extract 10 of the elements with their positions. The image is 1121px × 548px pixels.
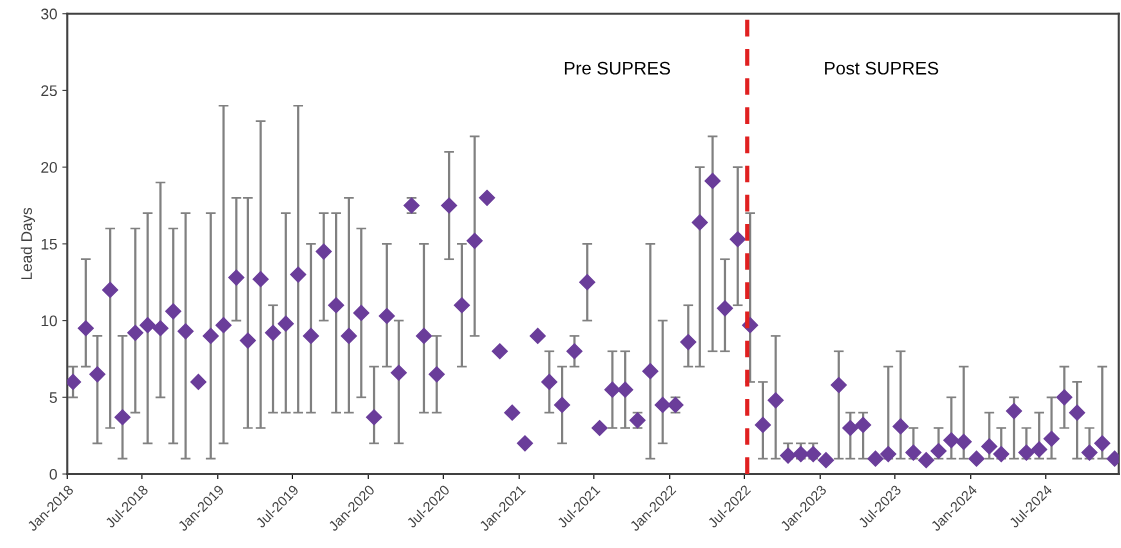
y-tick-label: 15 — [41, 238, 57, 250]
y-tick-label: 25 — [41, 85, 57, 97]
y-tick-label: 5 — [49, 392, 57, 403]
y-axis-title: Lead Days — [20, 207, 35, 280]
annotation: Post SUPRES — [825, 61, 939, 75]
annotation: Pre SUPRES — [564, 61, 671, 75]
y-tick-label: 0 — [49, 468, 57, 480]
y-tick-label: 20 — [41, 162, 57, 173]
y-tick-label: 30 — [41, 8, 57, 20]
y-tick-label: 10 — [41, 315, 57, 327]
